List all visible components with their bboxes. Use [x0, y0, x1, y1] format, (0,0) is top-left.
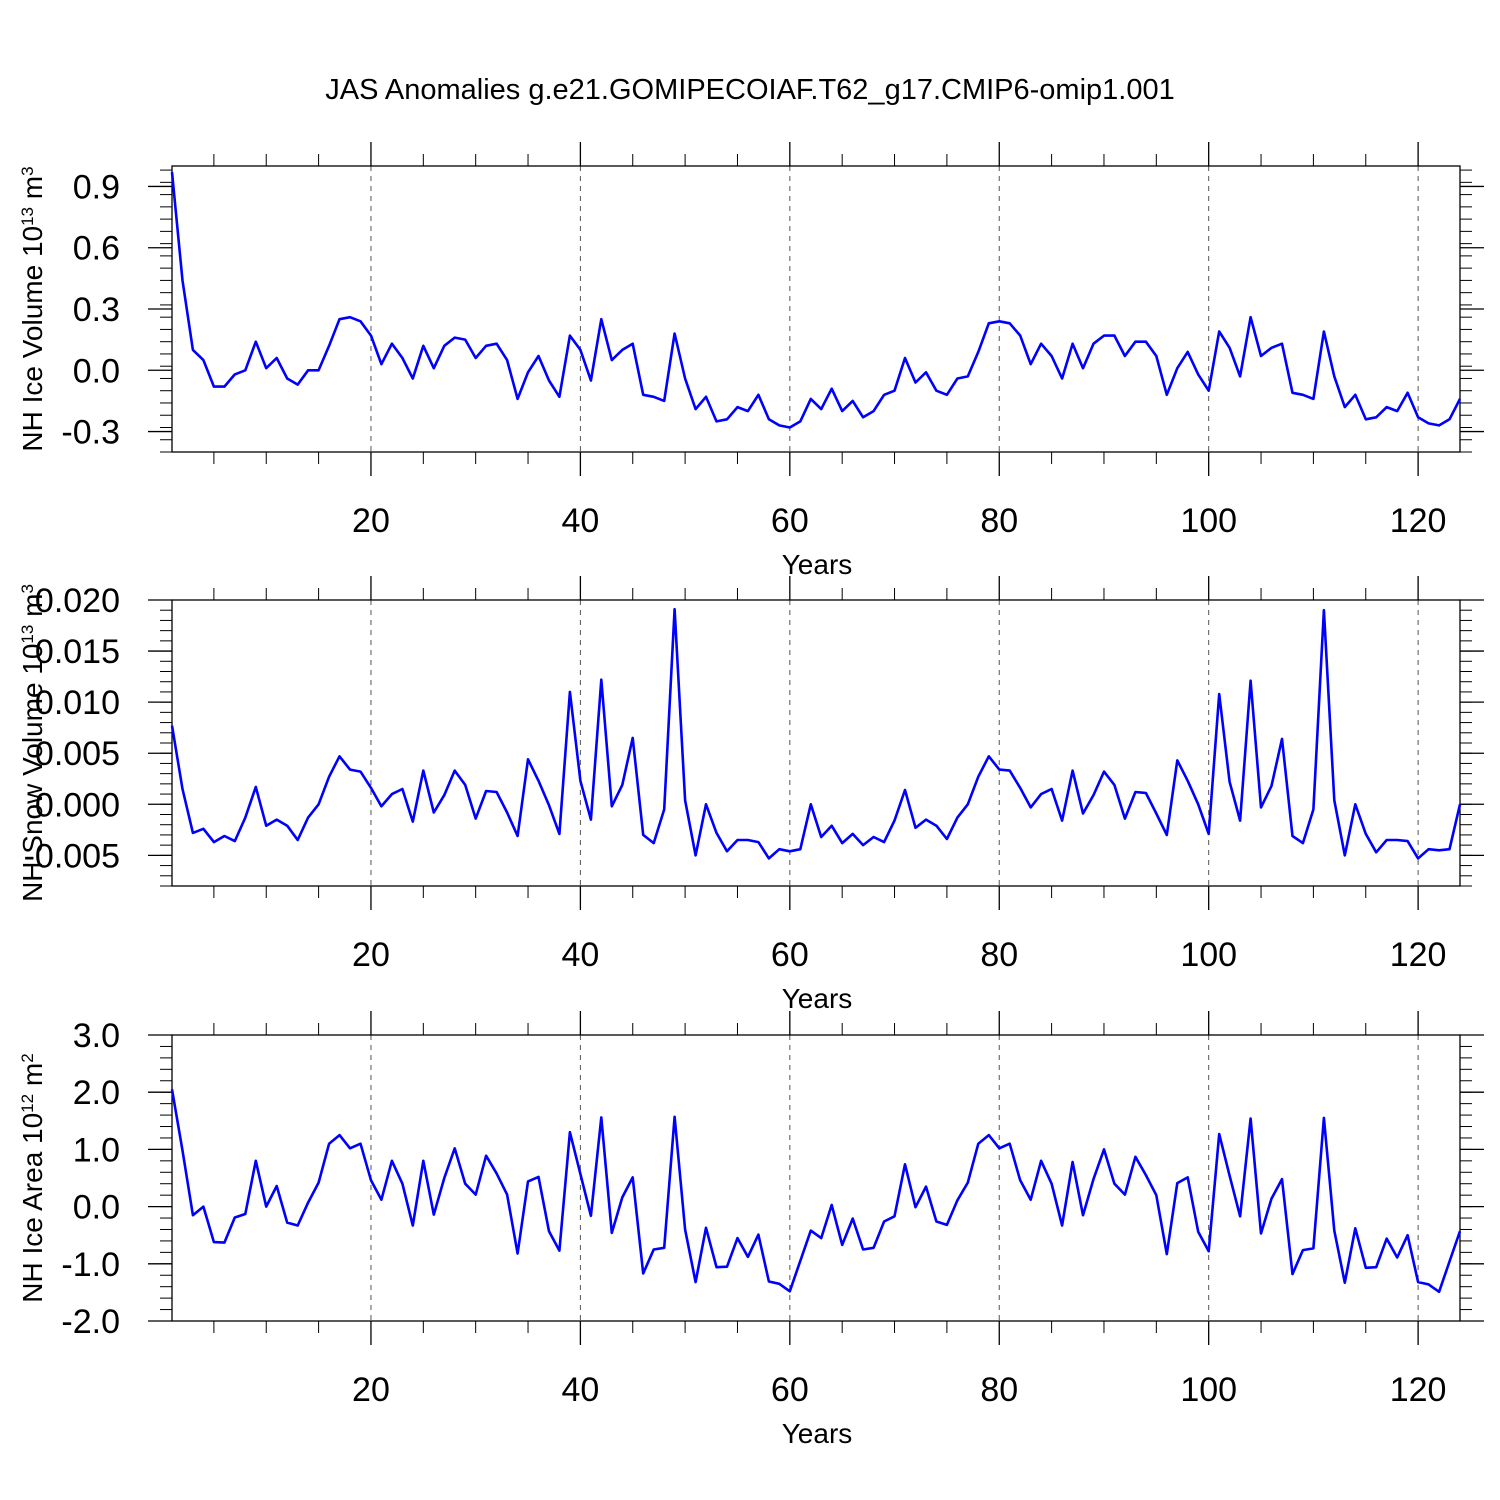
- page-title: JAS Anomalies g.e21.GOMIPECOIAF.T62_g17.…: [325, 74, 1175, 106]
- y-tick-label: 1.0: [73, 1131, 120, 1169]
- y-tick-label: 0.0: [73, 352, 120, 390]
- y-tick-label: 0.000: [35, 786, 120, 824]
- y-tick-label: -0.3: [61, 414, 120, 452]
- y-tick-label: -1.0: [61, 1246, 120, 1284]
- x-axis-label: Years: [782, 549, 853, 580]
- y-tick-label: -2.0: [61, 1303, 120, 1341]
- plot-frame: [171, 599, 1461, 887]
- x-tick-label: 100: [1180, 502, 1237, 540]
- x-tick-label: 60: [771, 936, 809, 974]
- x-tick-label: 40: [561, 936, 599, 974]
- x-axis-label: Years: [782, 983, 853, 1014]
- series-line: [170, 171, 1462, 429]
- x-tick-label: 120: [1390, 936, 1447, 974]
- chart-panel-2: 20 40 60 80 100 120 -0.005 0.000 0.005 0.010 0.015…: [17, 576, 1484, 1014]
- plot-frame: [171, 165, 1461, 453]
- y-tick-label: 0.9: [73, 168, 120, 206]
- y-axis-label: NH Ice Volume 1013 m3: [17, 166, 48, 451]
- y-axis-label: NH Ice Area 1012 m2: [17, 1053, 48, 1302]
- y-tick-label: 0.020: [35, 582, 120, 620]
- x-tick-label: 80: [980, 1371, 1018, 1409]
- x-tick-label: 20: [352, 936, 390, 974]
- x-tick-label: 120: [1390, 1371, 1447, 1409]
- y-tick-label: 3.0: [73, 1017, 120, 1055]
- x-tick-label: 60: [771, 502, 809, 540]
- y-tick-label: 0.015: [35, 633, 120, 671]
- x-tick-label: 20: [352, 1371, 390, 1409]
- x-tick-label: 80: [980, 502, 1018, 540]
- series-line: [170, 607, 1462, 860]
- y-axis-label: NH Snow Volume 1013 m3: [17, 584, 48, 902]
- y-tick-label: 0.0: [73, 1189, 120, 1227]
- y-tick-label: 0.010: [35, 684, 120, 722]
- y-tick-label: -0.005: [24, 837, 120, 875]
- x-tick-label: 100: [1180, 1371, 1237, 1409]
- y-tick-label: 0.3: [73, 291, 120, 329]
- x-tick-label: 40: [561, 502, 599, 540]
- plot-frame: [171, 1034, 1461, 1322]
- x-tick-label: 60: [771, 1371, 809, 1409]
- y-tick-label: 2.0: [73, 1074, 120, 1112]
- x-axis-label: Years: [782, 1418, 853, 1449]
- x-tick-label: 20: [352, 502, 390, 540]
- x-tick-label: 80: [980, 936, 1018, 974]
- chart-panel-1: 20 40 60 80 100 120 -0.3 0.0 0.3 0.6 0.9 Years NH Ic…: [17, 142, 1484, 580]
- chart-panel-3: 20 40 60 80 100 120 -2.0 -1.0 0.0 1.0 2.0 3.0 Years N…: [17, 1011, 1484, 1449]
- x-tick-label: 120: [1390, 502, 1447, 540]
- series-line: [170, 1089, 1462, 1294]
- x-tick-label: 40: [561, 1371, 599, 1409]
- y-tick-label: 0.005: [35, 735, 120, 773]
- y-tick-label: 0.6: [73, 230, 120, 268]
- x-tick-label: 100: [1180, 936, 1237, 974]
